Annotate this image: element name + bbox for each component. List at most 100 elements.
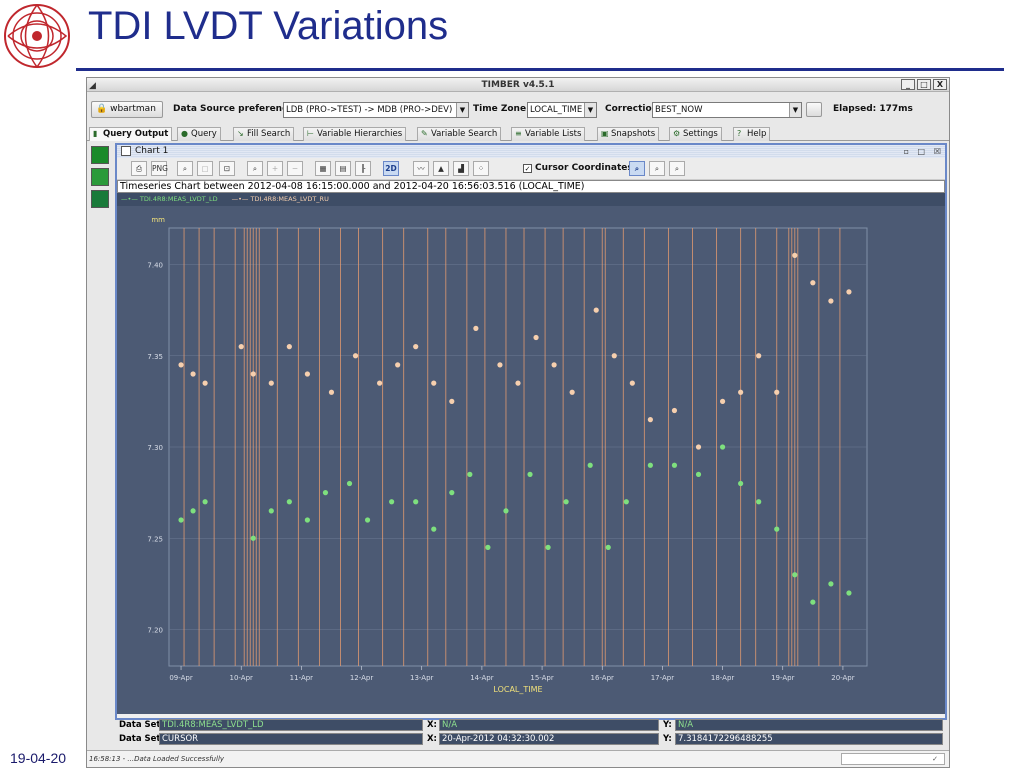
- data-point: [515, 380, 521, 386]
- data-point: [413, 344, 419, 350]
- data-point: [738, 389, 744, 395]
- data-point: [792, 572, 798, 578]
- zoom-x-icon[interactable]: ⌕: [247, 161, 263, 176]
- correction-options-button[interactable]: [806, 102, 822, 117]
- window-titlebar[interactable]: ◢ TIMBER v4.5.1 _ □ X: [87, 78, 949, 92]
- data-point: [792, 252, 798, 258]
- data-point: [190, 371, 196, 377]
- zoom-in-icon[interactable]: +: [267, 161, 283, 176]
- zoom-fit-icon[interactable]: ⊡: [219, 161, 235, 176]
- close-icon[interactable]: ☒: [933, 147, 941, 156]
- data-point: [322, 490, 329, 496]
- data-point: [756, 499, 762, 505]
- dataset-label: Data Set:: [119, 720, 164, 730]
- tab-variable-hierarchies[interactable]: ⊢ Variable Hierarchies: [303, 127, 407, 141]
- data-point: [828, 581, 834, 587]
- correction-select[interactable]: BEST_NOW ▼: [652, 102, 802, 118]
- chart-select-checkbox[interactable]: [121, 146, 131, 156]
- data-point: [593, 307, 599, 313]
- y-axis-label: mm: [151, 216, 165, 224]
- minimize-button[interactable]: _: [901, 79, 915, 90]
- dataset-value: CURSOR: [159, 733, 423, 745]
- zoom-out-icon[interactable]: −: [287, 161, 303, 176]
- x-tick-label: 13-Apr: [410, 674, 434, 682]
- x-value: 20-Apr-2012 04:32:30.002: [439, 733, 659, 745]
- maximize-button[interactable]: □: [917, 79, 931, 90]
- grid-layout-icon[interactable]: [91, 190, 109, 208]
- restore-icon[interactable]: ▫: [903, 147, 909, 156]
- checkbox-checked-icon[interactable]: ✓: [523, 164, 532, 173]
- zoom-reset-icon[interactable]: ▢: [197, 161, 213, 176]
- tab-variable-lists[interactable]: ≡ Variable Lists: [511, 127, 586, 141]
- tab-help[interactable]: ? Help: [733, 127, 771, 141]
- line-chart-icon[interactable]: 〰: [413, 161, 429, 176]
- zoom-vertical-icon[interactable]: ⌕: [669, 161, 685, 176]
- zoom-icon[interactable]: ⌕: [177, 161, 193, 176]
- x-tick-label: 16-Apr: [591, 674, 615, 682]
- step-chart-icon[interactable]: ▟: [453, 161, 469, 176]
- y-label: Y:: [663, 734, 672, 744]
- preferences-bar: 🔒 wbartman Data Source preferences: LDB …: [87, 99, 949, 121]
- data-point: [774, 389, 780, 395]
- timeseries-chart[interactable]: 7.20 7.25 7.30 7.35 7.40 09-Apr 10-Apr 11-Apr 12…: [117, 206, 945, 714]
- data-point: [611, 353, 617, 359]
- title-divider: [76, 68, 1004, 71]
- data-source-select[interactable]: LDB (PRO->TEST) -> MDB (PRO->DEV) ▼: [283, 102, 469, 118]
- data-point: [352, 353, 359, 359]
- area-chart-icon[interactable]: ▲: [433, 161, 449, 176]
- chart-titlebar[interactable]: Chart 1 ▫ □ ☒: [117, 145, 945, 158]
- tab-variable-search[interactable]: ✎ Variable Search: [417, 127, 502, 141]
- zoom-horizontal-icon[interactable]: ⌕: [649, 161, 665, 176]
- tab-snapshots[interactable]: ▣ Snapshots: [597, 127, 660, 141]
- y-value: 7.3184172296488255: [675, 733, 943, 745]
- zoom-select-icon[interactable]: ⌕: [629, 161, 645, 176]
- scatter-chart-icon[interactable]: ⁘: [473, 161, 489, 176]
- data-point: [828, 298, 834, 304]
- print-icon[interactable]: ⎙: [131, 161, 147, 176]
- lock-icon: 🔒: [96, 104, 108, 114]
- maximize-icon[interactable]: □: [917, 147, 925, 156]
- axis-icon[interactable]: ╟: [355, 161, 371, 176]
- user-button[interactable]: 🔒 wbartman: [91, 101, 163, 118]
- hierarchy-icon: ⊢: [307, 129, 314, 138]
- data-point: [364, 517, 371, 523]
- x-axis-label: LOCAL_TIME: [493, 685, 542, 694]
- tile-windows-icon[interactable]: [91, 168, 109, 186]
- cursor-coordinates-toggle[interactable]: ✓ Cursor Coordinates: [523, 163, 633, 173]
- close-button[interactable]: X: [933, 79, 947, 90]
- data-point: [569, 389, 575, 395]
- time-zone-select[interactable]: LOCAL_TIME ▼: [527, 102, 597, 118]
- data-point: [395, 362, 401, 368]
- y-tick-label: 7.25: [147, 535, 163, 543]
- chevron-down-icon[interactable]: ▼: [456, 103, 468, 117]
- chart-view-icon[interactable]: [91, 146, 109, 164]
- data-point: [695, 471, 702, 477]
- table-icon[interactable]: ▤: [335, 161, 351, 176]
- x-tick-label: 17-Apr: [651, 674, 675, 682]
- grid-icon[interactable]: ▦: [315, 161, 331, 176]
- tab-settings[interactable]: ⚙ Settings: [669, 127, 722, 141]
- chevron-down-icon[interactable]: ▼: [584, 103, 596, 117]
- data-point: [377, 380, 383, 386]
- cern-logo: [4, 4, 70, 69]
- status-message: 16:58:13 - ...Data Loaded Successfully: [89, 755, 225, 763]
- elapsed-time: Elapsed: 177ms: [833, 104, 913, 114]
- mode-2d-button[interactable]: 2D: [383, 161, 399, 176]
- export-png-button[interactable]: PNG: [151, 161, 168, 176]
- data-point: [202, 499, 208, 505]
- y-tick-label: 7.40: [147, 262, 163, 270]
- data-point: [846, 590, 852, 596]
- y-tick-label: 7.35: [147, 353, 163, 361]
- chevron-down-icon[interactable]: ▼: [789, 103, 801, 117]
- tab-fill-search[interactable]: ↘ Fill Search: [233, 127, 295, 141]
- tab-query[interactable]: ● Query: [177, 127, 221, 141]
- data-point: [647, 462, 653, 468]
- data-point: [671, 407, 678, 414]
- plot-area[interactable]: 7.20 7.25 7.30 7.35 7.40 09-Apr 10-Apr 11-Apr 12…: [117, 206, 945, 714]
- tab-query-output[interactable]: ▮ Query Output: [89, 127, 173, 141]
- x-tick-label: 18-Apr: [711, 674, 735, 682]
- dataset-value: TDI.4R8:MEAS_LVDT_LD: [159, 719, 423, 731]
- search-icon: ✎: [421, 129, 428, 138]
- data-point: [695, 444, 702, 450]
- correction-value: BEST_NOW: [655, 105, 703, 115]
